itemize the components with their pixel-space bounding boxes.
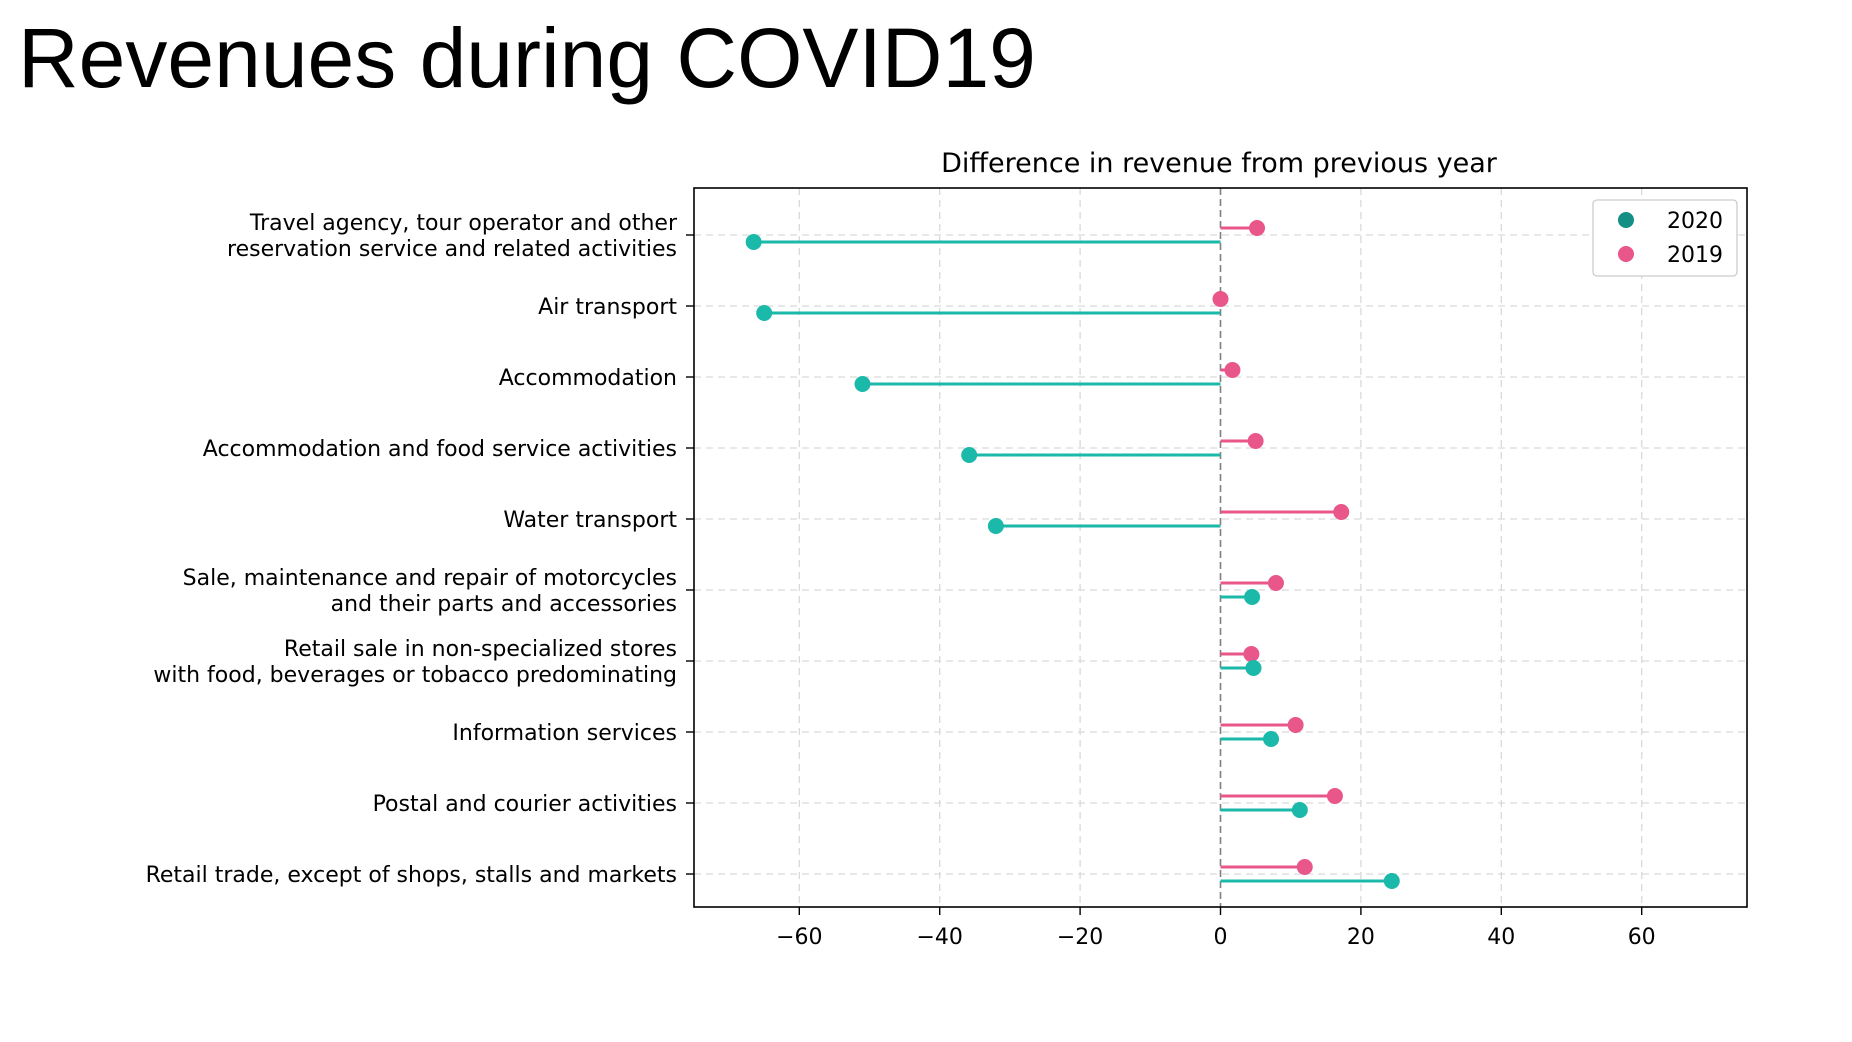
point-2020 [1244, 589, 1261, 605]
x-tick-label: 0 [1214, 925, 1228, 950]
point-2019 [1247, 433, 1264, 449]
point-2019 [1212, 291, 1229, 307]
x-tick-label: 60 [1628, 925, 1656, 950]
point-2019 [1267, 575, 1284, 591]
x-tick-label: −40 [916, 925, 962, 950]
category-label: Retail trade, except of shops, stalls an… [146, 863, 677, 888]
category-label: Water transport [503, 508, 677, 533]
lollipop-stems [753, 226, 1392, 883]
point-2019 [1224, 362, 1241, 378]
category-label: Travel agency, tour operator and other [249, 211, 678, 236]
point-2019 [1287, 717, 1304, 733]
point-2020 [756, 305, 773, 321]
point-2019 [1243, 646, 1260, 662]
point-2020 [1245, 660, 1262, 676]
legend-label-2019: 2019 [1667, 243, 1723, 268]
point-2020 [854, 376, 871, 392]
category-label: Air transport [538, 295, 677, 320]
point-2019 [1249, 220, 1266, 236]
category-label: reservation service and related activiti… [227, 237, 677, 262]
category-label: Accommodation [499, 366, 677, 391]
point-2020 [1263, 731, 1280, 747]
point-2019 [1326, 788, 1343, 804]
chart-title: Difference in revenue from previous year [941, 148, 1498, 179]
category-label: Accommodation and food service activitie… [203, 437, 677, 462]
legend: 2020 2019 [1592, 199, 1738, 277]
x-tick-label: 40 [1487, 925, 1515, 950]
point-2020 [1383, 873, 1400, 889]
x-tick-label: 20 [1347, 925, 1375, 950]
category-label: Retail sale in non-specialized stores [284, 637, 677, 662]
point-2020 [1291, 802, 1308, 818]
legend-marker-2020 [1618, 212, 1634, 228]
point-2020 [745, 234, 762, 250]
grid-lines [694, 188, 1747, 907]
lollipop-points [745, 220, 1400, 889]
category-label: Sale, maintenance and repair of motorcyc… [183, 566, 677, 591]
category-label: Information services [452, 721, 677, 746]
point-2019 [1296, 859, 1313, 875]
legend-marker-2019 [1618, 246, 1634, 262]
point-2020 [961, 447, 978, 463]
legend-label-2020: 2020 [1667, 209, 1723, 234]
axes: −60 −40 −20 0 20 40 60 Travel agency, tour oper… [146, 187, 1748, 950]
category-label: with food, beverages or tobacco predomin… [153, 663, 677, 688]
x-tick-label: −20 [1057, 925, 1103, 950]
category-label: and their parts and accessories [331, 592, 677, 617]
point-2019 [1333, 504, 1350, 520]
point-2020 [987, 518, 1004, 534]
category-label: Postal and courier activities [373, 792, 677, 817]
page-title: Revenues during COVID19 [18, 11, 1036, 105]
x-tick-label: −60 [776, 925, 822, 950]
